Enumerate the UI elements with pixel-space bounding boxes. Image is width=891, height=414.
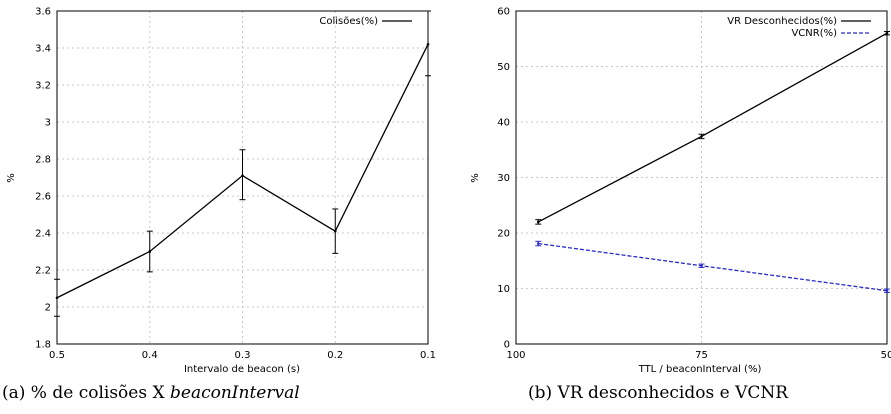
chart-b: 0 10 20 30 40 50 60 100 75 50 % TTL / beaconInte… (470, 7, 891, 404)
a-data-point (148, 250, 152, 253)
a-xtick-label: 0.5 (49, 350, 65, 361)
b-ytick-label: 50 (497, 62, 510, 73)
chart-a-x-ticks: 0.5 0.4 0.3 0.2 0.1 (49, 350, 436, 361)
a-ytick-label: 2.8 (35, 155, 51, 166)
a-ytick-label: 1.8 (35, 340, 51, 351)
b-ytick-label: 0 (504, 340, 510, 351)
chart-a-plot-area (56, 10, 429, 345)
b-data-point (536, 242, 540, 245)
b-data-point (885, 289, 889, 293)
chart-b-caption: (b) VR desconhecidos e VCNR (528, 383, 789, 403)
chart-b-xlabel: TTL / beaconInterval (%) (638, 364, 762, 375)
a-data-point (55, 296, 59, 300)
a-ytick-label: 3.2 (35, 81, 51, 92)
a-data-point (333, 229, 337, 233)
a-xtick-label: 0.3 (235, 350, 251, 361)
chart-a-caption: (a) % de colisões X beaconInterval (2, 383, 300, 403)
b-xtick-label: 50 (881, 350, 891, 361)
b-ytick-label: 20 (497, 229, 510, 240)
b-xtick-label: 75 (695, 350, 708, 361)
b-series-line-1 (538, 242, 888, 292)
chart-b-legend-label-1: VCNR(%) (791, 28, 837, 39)
a-ytick-label: 3.4 (35, 44, 51, 55)
chart-b-y-ticks: 0 10 20 30 40 50 60 (497, 7, 510, 351)
a-ytick-label: 2.6 (35, 192, 51, 203)
chart-b-legend-label-0: VR Desconhecidos(%) (727, 16, 837, 27)
chart-a-series (54, 10, 431, 317)
b-ytick-label: 60 (497, 7, 510, 18)
chart-a-y-ticks: 1.8 2 2.2 2.4 2.6 2.8 3 3.2 3.4 3.6 (35, 7, 51, 351)
b-data-point (885, 31, 889, 35)
chart-b-ylabel: % (470, 173, 481, 183)
chart-b-grid (516, 11, 887, 344)
a-ytick-label: 3.6 (35, 7, 51, 18)
a-data-point (241, 174, 244, 177)
a-ytick-label: 2.4 (35, 229, 51, 240)
chart-a-ylabel: % (6, 173, 17, 183)
chart-b-legend: VR Desconhecidos(%) VCNR(%) (727, 16, 871, 39)
b-data-point (700, 264, 703, 268)
a-xtick-label: 0.2 (327, 350, 343, 361)
chart-b-plot-area (515, 10, 888, 345)
chart-b-series (535, 31, 890, 293)
chart-a-legend-label-0: Colisões(%) (319, 16, 378, 27)
a-ytick-label: 2.2 (35, 266, 51, 277)
chart-a-xlabel: Intervalo de beacon (s) (184, 364, 300, 375)
a-ytick-label: 2 (45, 303, 51, 314)
a-ytick-label: 3 (45, 118, 51, 129)
chart-a-legend: Colisões(%) (319, 16, 412, 27)
b-xtick-label: 100 (506, 350, 525, 361)
a-xtick-label: 0.1 (420, 350, 436, 361)
a-data-point (426, 43, 430, 46)
chart-b-x-ticks: 100 75 50 (506, 350, 891, 361)
b-data-point (536, 220, 540, 224)
b-ytick-label: 40 (497, 118, 510, 129)
chart-a: 1.822.22.42.62.833.23.43.6 0.5 0.4 0.3 0.2 0… (2, 7, 436, 404)
a-xtick-label: 0.4 (142, 350, 158, 361)
b-series-line-0 (537, 32, 888, 223)
b-data-point (700, 135, 703, 138)
b-ytick-label: 30 (497, 173, 510, 184)
b-ytick-label: 10 (497, 284, 510, 295)
